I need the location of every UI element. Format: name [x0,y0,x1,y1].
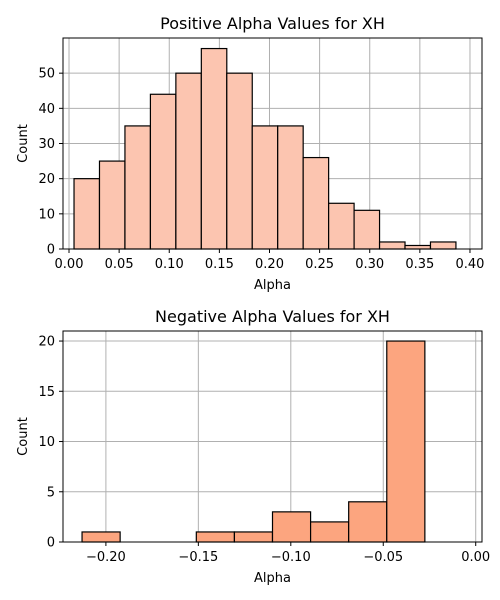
histogram-bar [328,202,355,250]
top-histogram-axes: 0.00 0.05 0.10 0.15 0.20 0.25 0.30 0.35 0.40 0 10 2… [16,14,484,293]
histogram-bar [277,125,304,250]
histogram-bar [175,72,202,250]
histogram-bar [251,125,279,250]
x-tick-label: 0.10 [155,257,184,272]
histogram-bar [348,501,388,543]
y-tick-label: 10 [38,207,55,222]
histogram-bar [98,160,126,250]
histogram-bar [149,93,177,250]
histogram-bar [81,531,121,543]
x-tick-label: 0.35 [405,257,434,272]
x-tick-label: 0.20 [255,257,284,272]
x-tick-label: −0.15 [178,550,218,565]
histogram-bar [353,209,381,250]
chart-title: Positive Alpha Values for XH [160,14,385,33]
y-tick-label: 15 [38,385,55,400]
histogram-bar [195,531,236,543]
chart-title: Negative Alpha Values for XH [155,307,390,326]
y-tick-label: 40 [38,102,55,117]
histogram-bar [309,521,350,543]
x-tick-label: −0.20 [86,550,126,565]
x-tick-label: −0.10 [271,550,311,565]
y-tick-label: 0 [47,243,55,258]
x-tick-label: 0.25 [305,257,334,272]
x-tick-label: 0.30 [355,257,384,272]
y-axis-label: Count [16,124,31,163]
x-tick-label: 0.05 [105,257,134,272]
y-tick-label: 0 [47,536,55,551]
histogram-bar [378,241,406,250]
y-tick-label: 50 [38,67,55,82]
x-tick-label: 0.00 [55,257,84,272]
bottom-histogram-axes: −0.20 −0.15 −0.10 −0.05 0.00 0 5 10 15 20 Negative… [16,307,490,586]
histogram-bar [404,244,432,250]
histogram-bar [233,531,274,543]
histogram-bar [124,125,152,250]
y-axis-label: Count [16,417,31,456]
axes-frame [62,330,483,543]
histogram-bar [271,511,312,543]
y-tick-label: 20 [38,172,55,187]
histogram-bar [73,178,101,250]
histogram-bar [429,241,457,250]
y-tick-label: 30 [38,137,55,152]
x-tick-label: 0.15 [205,257,234,272]
histogram-bar [386,340,426,543]
y-tick-label: 10 [38,435,55,450]
x-axis-label: Alpha [254,278,291,293]
x-tick-label: −0.05 [363,550,403,565]
y-tick-label: 5 [47,485,55,500]
histogram-bar [302,156,330,250]
x-axis-label: Alpha [254,571,291,586]
x-tick-label: 0.40 [455,257,484,272]
y-tick-label: 20 [38,335,55,350]
x-tick-label: 0.00 [461,550,490,565]
histogram-bar [200,47,228,250]
histogram-bar [226,72,253,250]
